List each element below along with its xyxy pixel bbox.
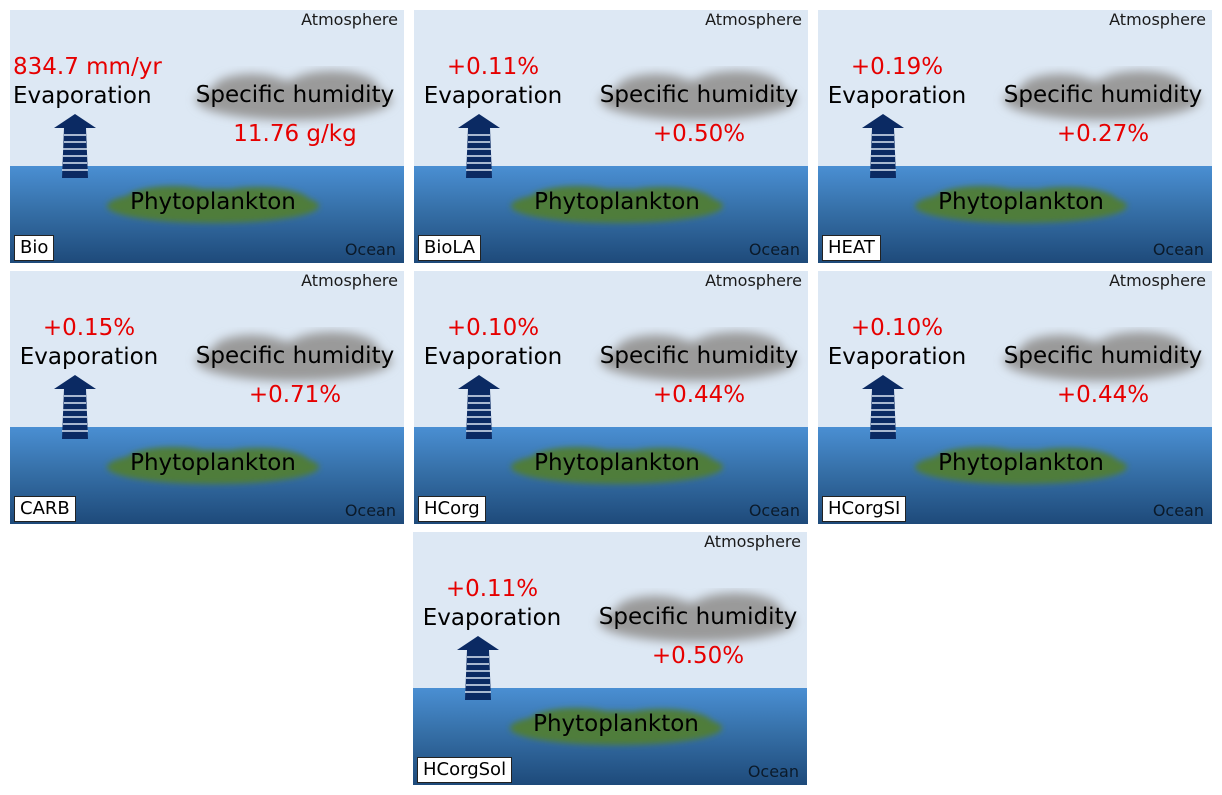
- experiment-name: CARB: [14, 496, 76, 522]
- phytoplankton-label: Phytoplankton: [130, 450, 296, 476]
- cloud-icon: [599, 593, 795, 642]
- panel-bio: Atmosphere Ocean 834.7 mm/yr: [10, 10, 404, 263]
- phytoplankton-label: Phytoplankton: [533, 711, 699, 737]
- atmosphere-label: Atmosphere: [705, 271, 802, 290]
- ocean-label: Ocean: [748, 240, 800, 259]
- specific-humidity-value: +0.50%: [651, 643, 745, 669]
- specific-humidity-label: Specific humidity: [599, 82, 799, 108]
- evaporation-arrow-icon: [54, 375, 96, 439]
- atmosphere-label: Atmosphere: [301, 10, 398, 29]
- evaporation-label: Evaporation: [19, 344, 159, 370]
- specific-humidity-value: +0.44%: [652, 382, 746, 408]
- ocean-label: Ocean: [344, 501, 396, 520]
- evaporation-label: Evaporation: [423, 83, 563, 109]
- phytoplankton-icon: [107, 186, 319, 223]
- phytoplankton-label: Phytoplankton: [938, 189, 1104, 215]
- cloud-icon: [1004, 71, 1200, 120]
- evaporation-arrow-icon: [458, 375, 500, 439]
- phytoplankton-icon: [511, 447, 723, 484]
- evaporation-arrow-icon: [54, 114, 96, 178]
- phytoplankton-label: Phytoplankton: [130, 189, 296, 215]
- specific-humidity-label: Specific humidity: [599, 343, 799, 369]
- phytoplankton-label: Phytoplankton: [938, 450, 1104, 476]
- cloud-icon: [600, 71, 796, 120]
- panel-hcorg: Atmosphere Ocean +0.10% Evap: [414, 271, 808, 524]
- cloud-icon: [196, 71, 392, 120]
- evaporation-value: +0.10%: [850, 315, 944, 341]
- evaporation-value: +0.11%: [446, 54, 540, 80]
- specific-humidity-value: +0.27%: [1056, 121, 1150, 147]
- specific-humidity-label: Specific humidity: [1003, 82, 1203, 108]
- experiment-name: HCorgSI: [822, 496, 907, 522]
- evaporation-arrow-icon: [862, 114, 904, 178]
- specific-humidity-value: +0.50%: [652, 121, 746, 147]
- ocean-label: Ocean: [747, 762, 799, 781]
- experiment-name: Bio: [14, 235, 55, 261]
- evaporation-arrow-icon: [457, 636, 499, 700]
- evaporation-label: Evaporation: [827, 344, 967, 370]
- phytoplankton-icon: [915, 447, 1127, 484]
- cloud-icon: [196, 332, 392, 381]
- evaporation-label: Evaporation: [422, 605, 562, 631]
- evaporation-label: Evaporation: [827, 83, 967, 109]
- evaporation-value: +0.11%: [445, 576, 539, 602]
- specific-humidity-label: Specific humidity: [195, 82, 395, 108]
- ocean-label: Ocean: [1152, 240, 1204, 259]
- ocean-label: Ocean: [748, 501, 800, 520]
- experiment-name: HEAT: [822, 235, 881, 261]
- specific-humidity-label: Specific humidity: [1003, 343, 1203, 369]
- phytoplankton-icon: [511, 186, 723, 223]
- panel-heat: Atmosphere Ocean +0.19% Evap: [818, 10, 1212, 263]
- atmosphere-label: Atmosphere: [301, 271, 398, 290]
- evaporation-value: +0.19%: [850, 54, 944, 80]
- evaporation-value: 834.7 mm/yr: [13, 54, 162, 80]
- atmosphere-label: Atmosphere: [704, 532, 801, 551]
- specific-humidity-value: +0.44%: [1056, 382, 1150, 408]
- evaporation-label: Evaporation: [13, 83, 152, 109]
- experiment-name: BioLA: [418, 235, 482, 261]
- phytoplankton-icon: [510, 708, 722, 745]
- atmosphere-label: Atmosphere: [1109, 271, 1206, 290]
- phytoplankton-icon: [915, 186, 1127, 223]
- phytoplankton-icon: [107, 447, 319, 484]
- evaporation-value: +0.15%: [42, 315, 136, 341]
- evaporation-arrow-icon: [862, 375, 904, 439]
- specific-humidity-value: +0.71%: [248, 382, 342, 408]
- atmosphere-label: Atmosphere: [705, 10, 802, 29]
- phytoplankton-label: Phytoplankton: [534, 189, 700, 215]
- panel-hcorgsi: Atmosphere Ocean +0.10% Evap: [818, 271, 1212, 524]
- evaporation-value: +0.10%: [446, 315, 540, 341]
- cloud-icon: [600, 332, 796, 381]
- phytoplankton-label: Phytoplankton: [534, 450, 700, 476]
- ocean-label: Ocean: [344, 240, 396, 259]
- experiment-name: HCorgSol: [417, 757, 513, 783]
- specific-humidity-value: 11.76 g/kg: [233, 121, 357, 147]
- atmosphere-label: Atmosphere: [1109, 10, 1206, 29]
- specific-humidity-label: Specific humidity: [195, 343, 395, 369]
- panel-biola: Atmosphere Ocean +0.11% Evap: [414, 10, 808, 263]
- panel-carb: Atmosphere Ocean +0.15% Evap: [10, 271, 404, 524]
- panel-hcorgsol: Atmosphere Ocean +0.11% Evap: [413, 532, 807, 785]
- ocean-label: Ocean: [1152, 501, 1204, 520]
- experiment-name: HCorg: [418, 496, 486, 522]
- specific-humidity-label: Specific humidity: [598, 604, 798, 630]
- cloud-icon: [1004, 332, 1200, 381]
- evaporation-label: Evaporation: [423, 344, 563, 370]
- evaporation-arrow-icon: [458, 114, 500, 178]
